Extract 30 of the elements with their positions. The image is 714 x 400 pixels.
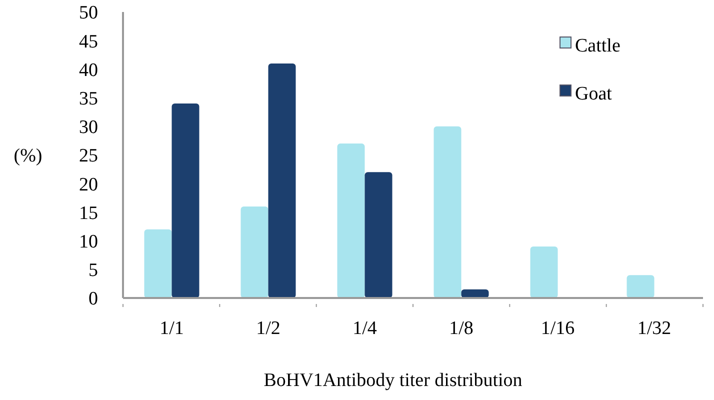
bar [337,144,365,298]
x-tick-label: 1/2 [256,318,280,339]
legend-label: Cattle [575,36,620,57]
bar [364,172,392,298]
y-tick-label: 35 [79,88,98,110]
bar [240,206,268,298]
bar [172,104,200,298]
legend-label: Goat [575,84,613,105]
y-tick-label: 25 [79,146,98,167]
y-tick-label: 45 [79,31,98,52]
bar [626,275,654,298]
bar [530,246,558,298]
y-tick-label: 5 [88,260,98,282]
y-tick-label: 0 [88,288,98,310]
y-axis-title: (%) [14,146,42,167]
y-tick-label: 15 [79,202,98,224]
x-tick-label: 1/16 [540,318,575,339]
bar [268,63,296,298]
x-axis-title: BoHV1Antibody titer distribution [264,370,523,391]
bar [434,126,462,298]
x-tick-label: 1/8 [449,318,474,339]
x-tick-label: 1/1 [160,318,184,339]
y-tick-label: 50 [79,2,98,24]
bar [144,229,172,298]
y-tick-label: 10 [79,231,98,252]
x-tick-label: 1/4 [352,318,378,339]
x-tick-label: 1/32 [637,318,672,339]
y-tick-label: 30 [79,117,98,138]
y-tick-label: 40 [79,60,98,81]
y-tick-label: 20 [79,174,98,196]
